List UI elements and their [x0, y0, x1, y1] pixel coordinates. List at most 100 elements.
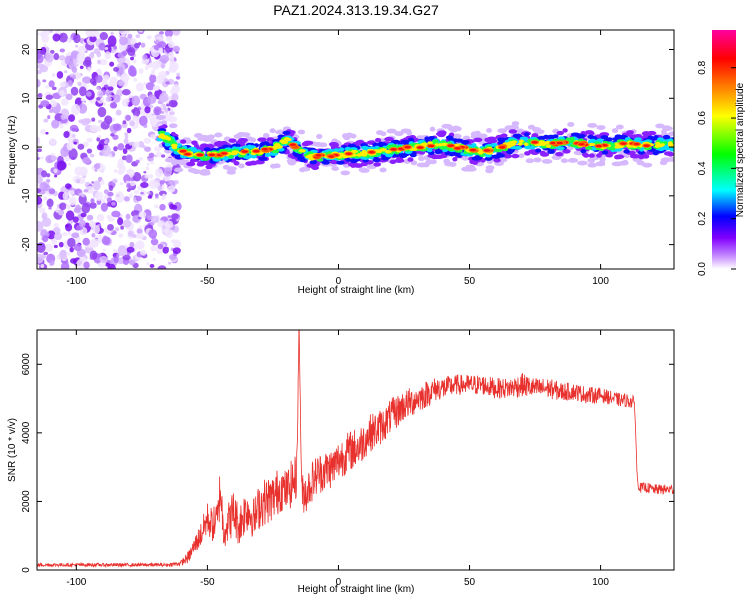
noise-speckle [155, 151, 163, 158]
noise-speckle [43, 251, 49, 256]
noise-speckle [70, 86, 79, 96]
noise-speckle [92, 224, 100, 234]
noise-speckle [37, 32, 40, 36]
ridge-cell [255, 159, 263, 165]
noise-speckle [51, 119, 60, 129]
ridge-peak-cell [531, 141, 538, 144]
ridge-cell [668, 131, 674, 137]
noise-speckle [95, 74, 103, 83]
ridge-cell [174, 167, 184, 173]
noise-speckle [114, 227, 120, 232]
noise-speckle [140, 191, 144, 195]
ridge-cell [214, 132, 223, 138]
noise-speckle [99, 93, 103, 96]
noise-speckle [68, 148, 78, 161]
snr-y-tick-label: 4000 [21, 421, 32, 444]
noise-speckle [42, 235, 49, 243]
ridge-cell [525, 158, 535, 164]
ridge-cell [523, 132, 530, 137]
noise-speckle [47, 230, 56, 240]
noise-speckle [107, 86, 114, 91]
noise-speckle [140, 249, 147, 256]
ridge-cell [264, 153, 271, 157]
noise-speckle [58, 32, 68, 43]
colorbar-tick-label: 0.2 [697, 211, 708, 225]
spectrogram-ridge [155, 114, 674, 176]
noise-speckle [148, 179, 158, 189]
ridge-cell [636, 160, 645, 166]
ridge-cell [301, 141, 310, 147]
ridge-cell [375, 137, 382, 143]
noise-speckle [161, 197, 165, 200]
noise-speckle [176, 72, 180, 77]
noise-speckle [145, 82, 155, 91]
noise-speckle [113, 249, 118, 254]
ridge-cell [186, 161, 196, 167]
noise-speckle [75, 44, 79, 48]
noise-speckle [132, 59, 137, 64]
snr-series-line [37, 330, 674, 569]
snr-x-label: Height of straight line (km) [298, 584, 415, 595]
noise-speckle [129, 193, 133, 198]
noise-speckle [79, 256, 87, 262]
ridge-cell [556, 130, 564, 136]
ridge-cell [439, 146, 446, 150]
snr-y-tick-label: 2000 [21, 490, 32, 513]
noise-speckle [102, 102, 107, 107]
noise-speckle [52, 86, 57, 91]
ridge-cell [560, 158, 569, 164]
noise-speckle [81, 118, 90, 126]
ridge-peak-cell [469, 148, 477, 152]
noise-speckle [59, 123, 64, 129]
noise-speckle [130, 56, 135, 61]
noise-speckle [41, 217, 52, 227]
noise-speckle [168, 65, 178, 73]
noise-speckle [133, 190, 140, 195]
noise-speckle [126, 246, 135, 253]
ridge-cell [308, 154, 314, 158]
ridge-cell [429, 126, 436, 132]
ridge-cell [498, 153, 505, 158]
noise-speckle [125, 154, 133, 163]
noise-speckle [80, 212, 87, 218]
noise-speckle [144, 65, 149, 71]
noise-speckle [71, 103, 81, 116]
colorbar-tick-label: 0.4 [697, 161, 708, 175]
noise-speckle [109, 61, 115, 67]
noise-speckle [59, 202, 67, 211]
ridge-cell [180, 139, 187, 144]
noise-speckle [83, 261, 90, 269]
ridge-cell [585, 146, 593, 150]
ridge-cell [321, 160, 331, 165]
ridge-cell [203, 147, 211, 152]
ridge-cell [523, 142, 529, 146]
colorbar-tick-label: 0.0 [697, 262, 708, 276]
ridge-cell [391, 139, 401, 144]
noise-speckle [128, 259, 136, 266]
noise-speckle [50, 155, 58, 161]
noise-speckle [129, 181, 136, 187]
noise-speckle [161, 110, 165, 114]
noise-speckle [83, 189, 89, 193]
spectrogram-y-tick-label: 10 [21, 92, 32, 104]
ridge-cell [171, 143, 178, 148]
noise-speckle [62, 232, 68, 237]
noise-speckle [148, 229, 158, 239]
noise-speckle [125, 180, 130, 184]
noise-speckle [65, 210, 75, 221]
ridge-cell [654, 144, 661, 148]
noise-speckle [45, 52, 54, 63]
ridge-cell [222, 156, 229, 161]
noise-speckle [59, 250, 67, 260]
noise-speckle [133, 42, 140, 49]
ridge-cell [587, 122, 598, 128]
noise-speckle [135, 34, 141, 39]
ridge-cell [233, 133, 243, 139]
noise-speckle [133, 77, 138, 82]
noise-speckle [111, 153, 116, 157]
ridge-cell [160, 133, 165, 137]
ridge-cell [165, 157, 175, 163]
spectrogram-x-axis: -100 -50 0 50 100 [66, 30, 609, 287]
noise-speckle [43, 44, 47, 48]
noise-speckle [103, 74, 110, 81]
